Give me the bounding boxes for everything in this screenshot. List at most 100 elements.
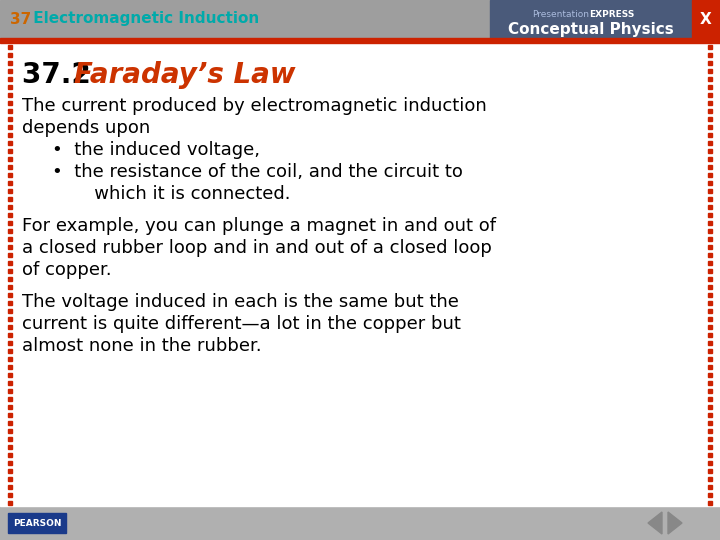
- Bar: [8, 229, 12, 233]
- Polygon shape: [668, 512, 682, 534]
- Bar: [708, 53, 712, 57]
- Text: Electromagnetic Induction: Electromagnetic Induction: [28, 11, 259, 26]
- Bar: [708, 269, 712, 273]
- Bar: [8, 285, 12, 289]
- Bar: [8, 197, 12, 201]
- Text: X: X: [700, 11, 712, 26]
- Bar: [8, 513, 66, 533]
- Bar: [8, 501, 12, 505]
- Bar: [8, 221, 12, 225]
- Bar: [708, 341, 712, 345]
- Bar: [708, 101, 712, 105]
- Bar: [8, 325, 12, 329]
- Bar: [8, 149, 12, 153]
- Bar: [708, 237, 712, 241]
- Bar: [708, 117, 712, 121]
- Bar: [8, 453, 12, 457]
- Bar: [708, 301, 712, 305]
- Bar: [8, 421, 12, 425]
- Bar: [8, 109, 12, 113]
- Bar: [708, 429, 712, 433]
- Bar: [8, 245, 12, 249]
- Bar: [708, 45, 712, 49]
- Bar: [708, 213, 712, 217]
- Bar: [708, 221, 712, 225]
- Bar: [0, 43, 720, 506]
- Bar: [8, 485, 12, 489]
- Bar: [8, 165, 12, 169]
- Bar: [8, 181, 12, 185]
- Bar: [8, 253, 12, 257]
- Text: EXPRESS: EXPRESS: [589, 10, 634, 19]
- Bar: [8, 189, 12, 193]
- Bar: [0, 506, 720, 540]
- Bar: [708, 413, 712, 417]
- Text: current is quite different—a lot in the copper but: current is quite different—a lot in the …: [22, 315, 461, 333]
- Bar: [8, 261, 12, 265]
- Text: •  the resistance of the coil, and the circuit to: • the resistance of the coil, and the ci…: [52, 163, 463, 181]
- Bar: [708, 421, 712, 425]
- Bar: [708, 485, 712, 489]
- Bar: [8, 389, 12, 393]
- Bar: [708, 245, 712, 249]
- Bar: [8, 437, 12, 441]
- Bar: [8, 61, 12, 65]
- Bar: [708, 61, 712, 65]
- Bar: [8, 301, 12, 305]
- Bar: [708, 317, 712, 321]
- Bar: [8, 349, 12, 353]
- Text: which it is connected.: which it is connected.: [77, 185, 290, 203]
- Text: of copper.: of copper.: [22, 261, 112, 279]
- Text: 37.2: 37.2: [22, 61, 100, 89]
- Bar: [8, 101, 12, 105]
- Bar: [490, 0, 692, 38]
- Bar: [8, 53, 12, 57]
- Bar: [692, 0, 720, 38]
- Text: •  the induced voltage,: • the induced voltage,: [52, 141, 260, 159]
- Bar: [708, 197, 712, 201]
- Bar: [8, 157, 12, 161]
- Bar: [8, 373, 12, 377]
- Bar: [708, 181, 712, 185]
- Bar: [8, 477, 12, 481]
- Bar: [8, 173, 12, 177]
- Bar: [708, 501, 712, 505]
- Bar: [708, 141, 712, 145]
- Bar: [8, 429, 12, 433]
- Bar: [0, 38, 720, 43]
- Bar: [708, 69, 712, 73]
- Text: depends upon: depends upon: [22, 119, 150, 137]
- Bar: [8, 93, 12, 97]
- Bar: [708, 469, 712, 473]
- Bar: [708, 277, 712, 281]
- Bar: [708, 453, 712, 457]
- Bar: [8, 77, 12, 81]
- Bar: [8, 381, 12, 385]
- Bar: [708, 125, 712, 129]
- Bar: [708, 229, 712, 233]
- Bar: [8, 413, 12, 417]
- Bar: [708, 253, 712, 257]
- Bar: [708, 357, 712, 361]
- Bar: [8, 493, 12, 497]
- Bar: [8, 293, 12, 297]
- Bar: [708, 349, 712, 353]
- Text: 37: 37: [10, 11, 31, 26]
- Bar: [8, 461, 12, 465]
- Bar: [8, 85, 12, 89]
- Bar: [708, 77, 712, 81]
- Text: The current produced by electromagnetic induction: The current produced by electromagnetic …: [22, 97, 487, 115]
- Bar: [8, 445, 12, 449]
- Bar: [8, 365, 12, 369]
- Bar: [708, 493, 712, 497]
- Bar: [8, 333, 12, 337]
- Bar: [8, 309, 12, 313]
- Text: PEARSON: PEARSON: [13, 518, 61, 528]
- Bar: [8, 205, 12, 209]
- Bar: [708, 165, 712, 169]
- Bar: [708, 365, 712, 369]
- Bar: [708, 445, 712, 449]
- Bar: [8, 125, 12, 129]
- Bar: [8, 397, 12, 401]
- Text: a closed rubber loop and in and out of a closed loop: a closed rubber loop and in and out of a…: [22, 239, 492, 257]
